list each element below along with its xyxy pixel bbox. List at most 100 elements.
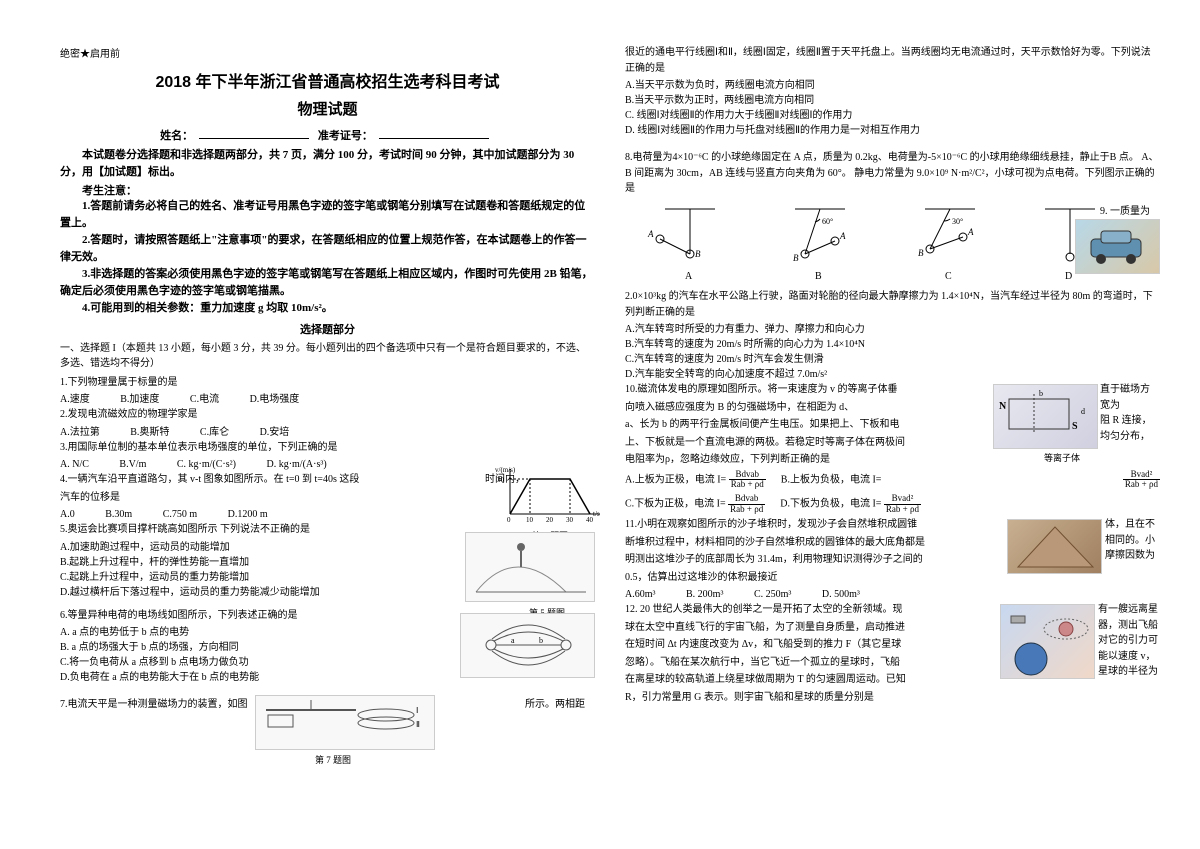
notice-1: 1.答题前请务必将自己的姓名、准考证号用黑色字迹的签字笔或钢笔分别填写在试题卷和… xyxy=(60,198,595,231)
ticket-label: 准考证号： xyxy=(318,130,373,142)
q10-figure: N S d b xyxy=(993,384,1098,449)
q2-b: B.奥斯特 xyxy=(130,425,169,440)
q11-b: B. 200m³ xyxy=(686,587,723,602)
q7-opts: A.当天平示数为负时，两线圈电流方向相同 B.当天平示数为正时，两线圈电流方向相… xyxy=(625,78,1160,138)
q2-a: A.法拉第 xyxy=(60,425,100,440)
q7-cont: 很近的通电平行线圈Ⅰ和Ⅱ，线圈Ⅰ固定，线圈Ⅱ置于天平托盘上。当两线圈均无电流通过… xyxy=(625,45,1160,76)
secret-label: 绝密★启用前 xyxy=(60,45,595,60)
svg-text:B: B xyxy=(695,249,701,259)
q9-stem-b: 2.0×10³kg 的汽车在水平公路上行驶，路面对轮胎的径向最大静摩擦力为 1.… xyxy=(625,289,1160,320)
q7-a: A.当天平示数为负时，两线圈电流方向相同 xyxy=(625,78,1160,93)
spacecraft-icon xyxy=(1001,604,1094,679)
notice-4: 4.可能用到的相关参数：重力加速度 g 均取 10m/s²。 xyxy=(60,300,595,317)
q11-d: D. 500m³ xyxy=(822,587,860,602)
q4-d: D.1200 m xyxy=(228,507,268,522)
q7-c: C. 线圈Ⅰ对线圈Ⅱ的作用力大于线圈Ⅱ对线圈Ⅰ的作用力 xyxy=(625,108,1160,123)
svg-text:A: A xyxy=(647,229,654,239)
q5-d: D.越过横杆后下落过程中，运动员的重力势能减少动能增加 xyxy=(60,585,455,600)
svg-text:N: N xyxy=(999,401,1007,412)
q5-wrap: 5.奥运会比赛项目撑杆跳高如图所示 下列说法不正确的是 A.加速助跑过程中，运动… xyxy=(60,522,595,600)
q7-wrap: 7.电流天平是一种测量磁场力的装置，如图 所示。两相距 Ⅰ Ⅱ 第 7 题图 xyxy=(60,697,595,713)
q7-figure: Ⅰ Ⅱ xyxy=(255,695,435,750)
svg-text:60°: 60° xyxy=(822,217,833,226)
name-label: 姓名： xyxy=(160,130,193,142)
q4-b: B.30m xyxy=(105,507,132,522)
q9-b: B.汽车转弯的速度为 20m/s 时所需的向心力为 1.4×10⁴N xyxy=(625,337,1160,352)
q10-opts-row1: A.上板为正极，电流 I= BdvabRab + ρd B.上板为负极，电流 I… xyxy=(625,470,1160,491)
q9-stem-a: 9. 一质量为 xyxy=(1100,204,1160,220)
q11-side: 体，且在不 相同的。小 摩擦因数为 xyxy=(1105,517,1160,564)
q1-a: A.速度 xyxy=(60,392,90,407)
q6-a: A. a 点的电势低于 b 点的电势 xyxy=(60,625,450,640)
q1-opts: A.速度 B.加速度 C.电流 D.电场强度 xyxy=(60,392,595,407)
svg-text:B: B xyxy=(815,271,822,282)
svg-text:S: S xyxy=(1072,421,1078,432)
q3-d: D. kg·m/(A·s³) xyxy=(266,457,326,472)
q4-c: C.750 m xyxy=(163,507,197,522)
q9-figure xyxy=(1075,219,1160,274)
svg-text:B: B xyxy=(793,253,799,263)
notice-head: 考生注意： xyxy=(60,182,595,198)
svg-text:A: A xyxy=(967,227,974,237)
car-icon xyxy=(1076,219,1159,274)
q3-stem: 3.用国际单位制的基本单位表示电场强度的单位，下列正确的是 xyxy=(60,440,595,456)
q1-stem: 1.下列物理量属于标量的是 xyxy=(60,375,595,391)
q1-b: B.加速度 xyxy=(120,392,159,407)
q6-wrap: 6.等量异种电荷的电场线如图所示，下列表述正确的是 A. a 点的电势低于 b … xyxy=(60,608,595,686)
q11-opts: A.60m³ B. 200m³ C. 250m³ D. 500m³ xyxy=(625,587,1160,602)
notice-3: 3.非选择题的答案必须使用黑色字迹的签字笔或钢笔写在答题纸上相应区域内，作图时可… xyxy=(60,266,595,299)
sand-pile-icon xyxy=(1008,519,1101,574)
svg-text:a: a xyxy=(511,636,515,645)
q11-wrap: 11.小明在观察如图所示的沙子堆积时，发现沙子会自然堆积成圆锥 断堆积过程中，材… xyxy=(625,517,1160,602)
q2-opts: A.法拉第 B.奥斯特 C.库仑 D.安培 xyxy=(60,425,595,440)
q7-fig-label: 第 7 题图 xyxy=(315,753,351,766)
q4-a: A.0 xyxy=(60,507,75,522)
q1-c: C.电流 xyxy=(190,392,219,407)
exam-page: 绝密★启用前 2018 年下半年浙江省普通高校招生选考科目考试 物理试题 姓名：… xyxy=(0,0,1200,735)
q5-b: B.起跳上升过程中，杆的弹性势能一直增加 xyxy=(60,555,455,570)
right-column: 很近的通电平行线圈Ⅰ和Ⅱ，线圈Ⅰ固定，线圈Ⅱ置于天平托盘上。当两线圈均无电流通过… xyxy=(625,45,1160,715)
svg-text:A: A xyxy=(685,271,693,282)
svg-text:b: b xyxy=(539,636,543,645)
q1-d: D.电场强度 xyxy=(250,392,300,407)
svg-text:D: D xyxy=(1065,271,1072,282)
left-column: 绝密★启用前 2018 年下半年浙江省普通高校招生选考科目考试 物理试题 姓名：… xyxy=(60,45,595,715)
q11-c: C. 250m³ xyxy=(754,587,791,602)
pole-vault-icon xyxy=(466,532,594,602)
svg-text:d: d xyxy=(1081,407,1085,416)
q3-c: C. kg·m/(C·s²) xyxy=(177,457,236,472)
field-lines-icon: a b xyxy=(461,613,594,678)
name-line: 姓名： 准考证号： xyxy=(60,127,595,143)
q5-figure xyxy=(465,532,595,602)
current-balance-icon: Ⅰ Ⅱ xyxy=(256,695,434,750)
svg-text:A: A xyxy=(839,231,846,241)
intro-text: 本试题卷分选择题和非选择题两部分，共 7 页，满分 100 分，考试时间 90 … xyxy=(60,147,595,180)
q6-b: B. a 点的场强大于 b 点的场强，方向相同 xyxy=(60,640,450,655)
svg-text:30°: 30° xyxy=(952,217,963,226)
q8-options-diagram: B A A 60° B A B 3 xyxy=(625,199,1145,284)
svg-text:v/(m/s): v/(m/s) xyxy=(495,466,516,474)
q2-c: C.库仑 xyxy=(200,425,229,440)
title-sub: 物理试题 xyxy=(60,98,595,119)
q6-d: D.负电荷在 a 点的电势能大于在 b 点的电势能 xyxy=(60,670,450,685)
q7-d: D. 线圈Ⅰ对线圈Ⅱ的作用力与托盘对线圈Ⅱ的作用力是一对相互作用力 xyxy=(625,123,1160,138)
q9-a: A.汽车转弯时所受的力有重力、弹力、摩擦力和向心力 xyxy=(625,322,1160,337)
q10-fig-label: 等离子体 xyxy=(1044,452,1080,466)
svg-text:b: b xyxy=(1039,389,1043,398)
q7-b: B.当天平示数为正时，两线圈电流方向相同 xyxy=(625,93,1160,108)
q11-figure xyxy=(1007,519,1102,574)
svg-text:B: B xyxy=(918,248,924,258)
q6-c: C.将一负电荷从 a 点移到 b 点电场力做负功 xyxy=(60,655,450,670)
q10-opts-row2: C.下板为正极，电流 I= BdvabRab + ρd D.下板为负极，电流 I… xyxy=(625,494,1160,515)
svg-text:t/s: t/s xyxy=(593,510,600,518)
q3-a: A. N/C xyxy=(60,457,89,472)
section-intro: 一、选择题 I（本题共 13 小题，每小题 3 分，共 39 分。每小题列出的四… xyxy=(60,341,595,371)
q12-wrap: 12. 20 世纪人类最伟大的创举之一是开拓了太空的全新领域。现 球在太空中直线… xyxy=(625,602,1160,705)
q9-c: C.汽车转弯的速度为 20m/s 时汽车会发生侧滑 xyxy=(625,352,1160,367)
svg-text:30: 30 xyxy=(497,476,505,484)
q4-wrap: 4.一辆汽车沿平直道路匀，其 v-t 图象如图所示。在 t=0 到 t=40s … xyxy=(60,472,595,522)
q11-a: A.60m³ xyxy=(625,587,656,602)
q12-side: 有一艘远离星 器，测出飞船 对它的引力可 能以速度 v， 星球的半径为 xyxy=(1098,602,1160,680)
q2-stem: 2.发现电流磁效应的物理学家是 xyxy=(60,407,595,423)
plasma-generator-icon: N S d b xyxy=(994,384,1097,449)
